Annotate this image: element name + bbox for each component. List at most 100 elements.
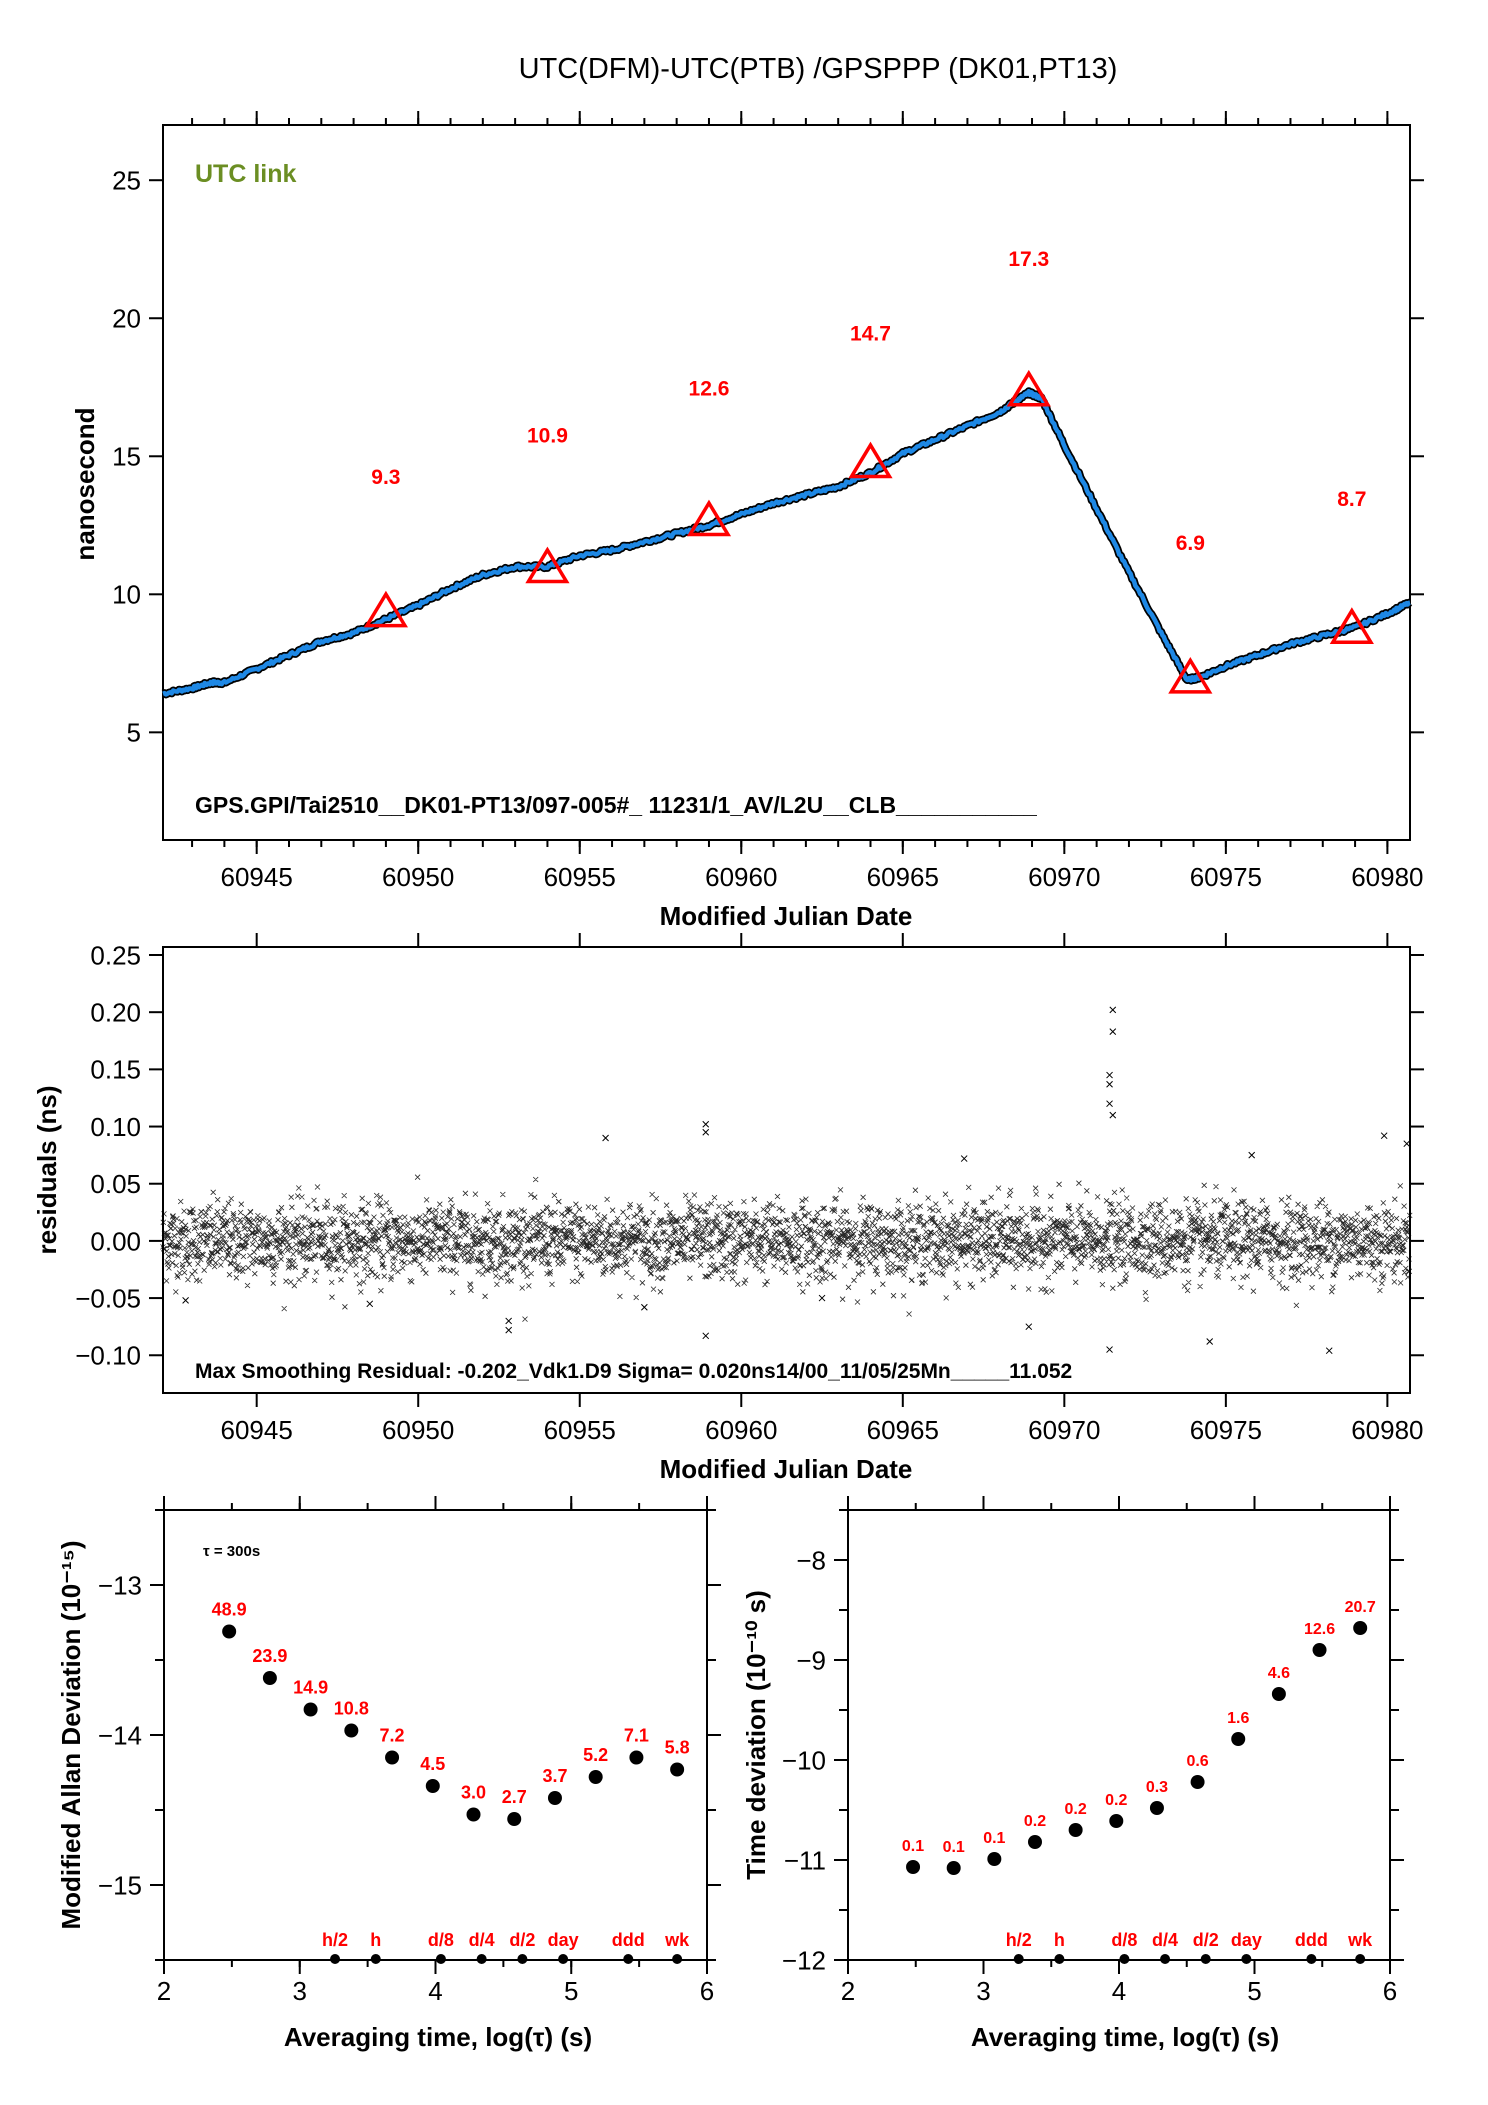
time-marker-label: h/2: [1006, 1930, 1032, 1950]
x-tick-label: 5: [564, 1976, 578, 2006]
deviation-point: [1027, 1835, 1042, 1849]
residual-outlier-point: [1380, 1132, 1388, 1140]
y-tick-label: −12: [782, 1945, 826, 1975]
time-marker-label: d/8: [1111, 1930, 1137, 1950]
tdev-data: 0.1 0.1 0.1 0.2 0.2 0.2 0.3 0.6 1.6 4.6 12.6 20.7 h/…: [902, 1599, 1376, 1964]
deviation-point: [987, 1852, 1002, 1866]
deviation-point: [946, 1861, 961, 1875]
residuals-axes: 60945 60950 60955 60960 60965 60970 60975 60980…: [75, 933, 1424, 1445]
x-tick-label: 3: [293, 1976, 307, 2006]
deviation-point-label: 0.2: [1024, 1813, 1046, 1830]
x-tick-label: 60970: [1028, 862, 1100, 892]
deviation-point: [1190, 1775, 1205, 1789]
tdev-axes: 2 3 4 5 6 −12 −11 −10 −9 −8: [782, 1496, 1404, 2006]
marker-value-label: 9.3: [371, 466, 400, 489]
deviation-point-label: 4.5: [420, 1754, 445, 1774]
y-tick-label: 0.10: [90, 1112, 141, 1142]
x-tick-label: 60960: [705, 862, 777, 892]
residual-outlier-point: [1106, 1346, 1113, 1353]
figure-title: UTC(DFM)-UTC(PTB) /GPSPPP (DK01,PT13): [519, 53, 1118, 85]
deviation-point: [303, 1702, 318, 1717]
triangle-marker: [525, 546, 570, 584]
residuals-ylabel: residuals (ns): [32, 1085, 62, 1254]
x-tick-label: 6: [1383, 1976, 1397, 2006]
triangle-marker: [686, 499, 732, 537]
time-marker-dot: [1160, 1954, 1171, 1964]
time-marker-dot: [476, 1954, 487, 1964]
x-tick-label: 60945: [221, 1415, 293, 1445]
triangle-marker: [363, 590, 409, 628]
x-tick-label: 4: [428, 1976, 442, 2006]
deviation-point: [344, 1723, 359, 1738]
deviation-point-label: 14.9: [293, 1678, 328, 1698]
residual-outlier-point: [960, 1155, 968, 1162]
residuals-footer-label: Max Smoothing Residual: -0.202_Vdk1.D9 S…: [195, 1360, 1072, 1383]
y-tick-label: 15: [112, 442, 141, 472]
residual-outlier-point: [702, 1128, 710, 1136]
deviation-point-label: 0.1: [983, 1830, 1005, 1847]
y-tick-label: 0.15: [90, 1055, 141, 1085]
x-tick-label: 60945: [221, 862, 293, 892]
x-tick-label: 60955: [544, 1415, 616, 1445]
residual-outlier-point: [702, 1332, 710, 1340]
deviation-point: [547, 1791, 562, 1805]
time-marker-dot: [1306, 1954, 1317, 1964]
y-tick-label: 0.05: [90, 1169, 141, 1199]
time-marker-label: day: [548, 1930, 579, 1950]
deviation-point: [262, 1671, 277, 1685]
time-series-plot-frame: [162, 124, 1411, 841]
time-marker-dot: [623, 1954, 634, 1964]
residual-outlier-point: [602, 1134, 609, 1142]
deviation-point-label: 4.6: [1268, 1665, 1290, 1682]
residuals-panel: 60945 60950 60955 60960 60965 60970 60975 60980…: [32, 933, 1424, 1484]
deviation-point: [906, 1860, 921, 1874]
mdev-ylabel: Modified Allan Deviation (10⁻¹⁵): [56, 1541, 86, 1930]
time-marker-label: wk: [1347, 1930, 1373, 1950]
residual-outlier-point: [1109, 1111, 1117, 1119]
residual-outlier-point: [1106, 1100, 1113, 1108]
residual-points-band: [160, 1174, 1413, 1322]
deviation-point-label: 7.1: [624, 1726, 649, 1746]
deviation-point: [1271, 1687, 1286, 1701]
deviation-point: [507, 1812, 522, 1826]
deviation-point-label: 0.2: [1105, 1792, 1127, 1809]
tdev-xlabel: Averaging time, log(τ) (s): [971, 2022, 1279, 2052]
deviation-point-label: 0.2: [1065, 1801, 1087, 1818]
time-marker-label: day: [1231, 1930, 1262, 1950]
time-series-data: 9.3 10.9 12.6 14.7 17.3 6.9 8.7: [160, 248, 1413, 699]
time-marker-label: d/4: [1152, 1930, 1178, 1950]
time-marker-label: h/2: [322, 1930, 348, 1950]
residual-outlier-point: [1025, 1323, 1033, 1331]
deviation-point: [385, 1750, 400, 1765]
deviation-point: [1068, 1823, 1083, 1837]
time-marker-label: h: [370, 1930, 381, 1950]
deviation-point-label: 0.1: [943, 1839, 965, 1856]
mdev-data: 48.9 23.9 14.9 10.8 7.2 4.5 3.0 2.7 3.7 5.2 7.1 5.8…: [212, 1600, 690, 1964]
y-tick-label: 25: [112, 166, 141, 196]
marker-value-label: 10.9: [527, 424, 568, 447]
deviation-point-label: 20.7: [1345, 1599, 1376, 1616]
x-tick-label: 60965: [867, 1415, 939, 1445]
y-tick-label: 0.25: [90, 940, 141, 970]
time-marker-label: d/2: [509, 1930, 535, 1950]
time-marker-label: d/2: [1193, 1930, 1219, 1950]
y-tick-label: 0.20: [90, 998, 141, 1028]
time-series-axes: 60945 60950 60955 60960 60965 60970 60975 60980…: [112, 111, 1424, 892]
time-marker-dot: [1241, 1954, 1252, 1964]
time-series-xlabel: Modified Julian Date: [660, 901, 913, 931]
marker-value-label: 8.7: [1337, 488, 1366, 511]
deviation-point-label: 0.6: [1186, 1753, 1208, 1770]
x-tick-label: 60970: [1028, 1415, 1100, 1445]
tdev-plot-frame: [847, 1509, 1391, 1961]
deviation-point-label: 12.6: [1304, 1621, 1335, 1638]
time-marker-dot: [370, 1954, 381, 1964]
residuals-data: [160, 1006, 1413, 1355]
y-tick-label: −0.05: [75, 1283, 141, 1313]
x-tick-label: 60955: [544, 862, 616, 892]
deviation-point: [588, 1770, 603, 1784]
time-marker-label: wk: [664, 1930, 690, 1950]
marker-value-label: 14.7: [850, 322, 891, 345]
time-marker-label: ddd: [612, 1930, 645, 1950]
tdev-panel: 2 3 4 5 6 −12 −11 −10 −9 −8 0.1 0.1 0.1 0.2 0.2 0.2 0.3…: [741, 1496, 1404, 2052]
time-marker-label: h: [1054, 1930, 1065, 1950]
